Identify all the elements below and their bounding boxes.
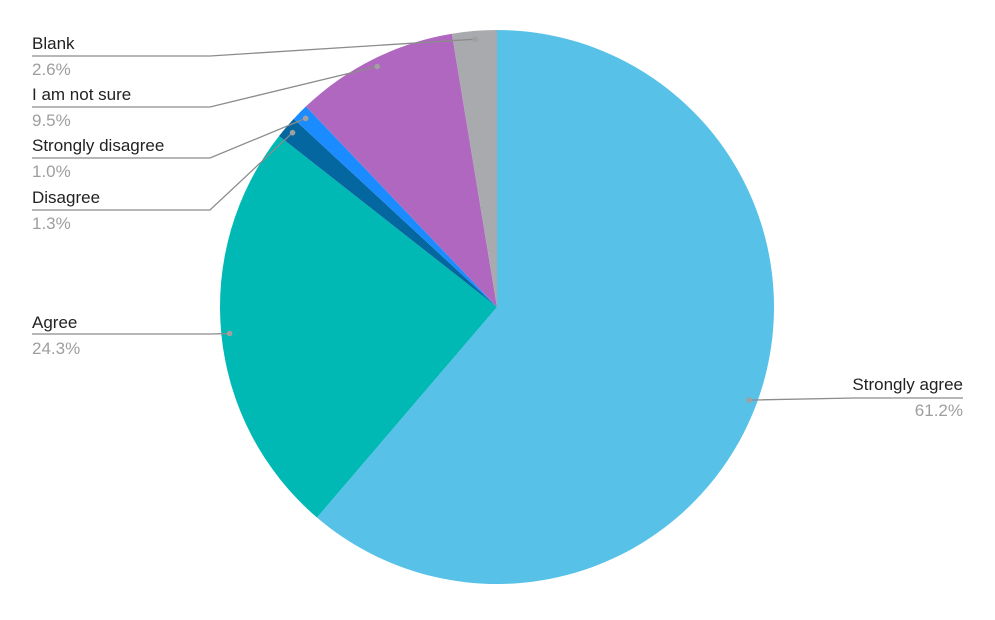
slice-value-strongly-agree: 61.2% [915,401,963,420]
slice-label-strongly-agree: Strongly agree [852,375,963,394]
leader-dot-i-am-not-sure [374,64,380,70]
slice-value-disagree: 1.3% [32,214,71,233]
slice-value-strongly-disagree: 1.0% [32,162,71,181]
leader-line-strongly-agree [749,398,963,400]
slice-label-blank: Blank [32,34,75,53]
leader-dot-disagree [290,130,296,136]
leader-dot-agree [227,331,233,337]
slice-label-agree: Agree [32,313,77,332]
slice-label-disagree: Disagree [32,188,100,207]
slice-value-agree: 24.3% [32,339,80,358]
slice-value-blank: 2.6% [32,60,71,79]
leader-dot-strongly-disagree [303,116,309,122]
slice-label-strongly-disagree: Strongly disagree [32,136,164,155]
leader-dot-strongly-agree [746,397,752,403]
slices-layer [220,30,774,584]
leader-dot-blank [472,36,478,42]
slice-label-i-am-not-sure: I am not sure [32,85,131,104]
slice-value-i-am-not-sure: 9.5% [32,111,71,130]
